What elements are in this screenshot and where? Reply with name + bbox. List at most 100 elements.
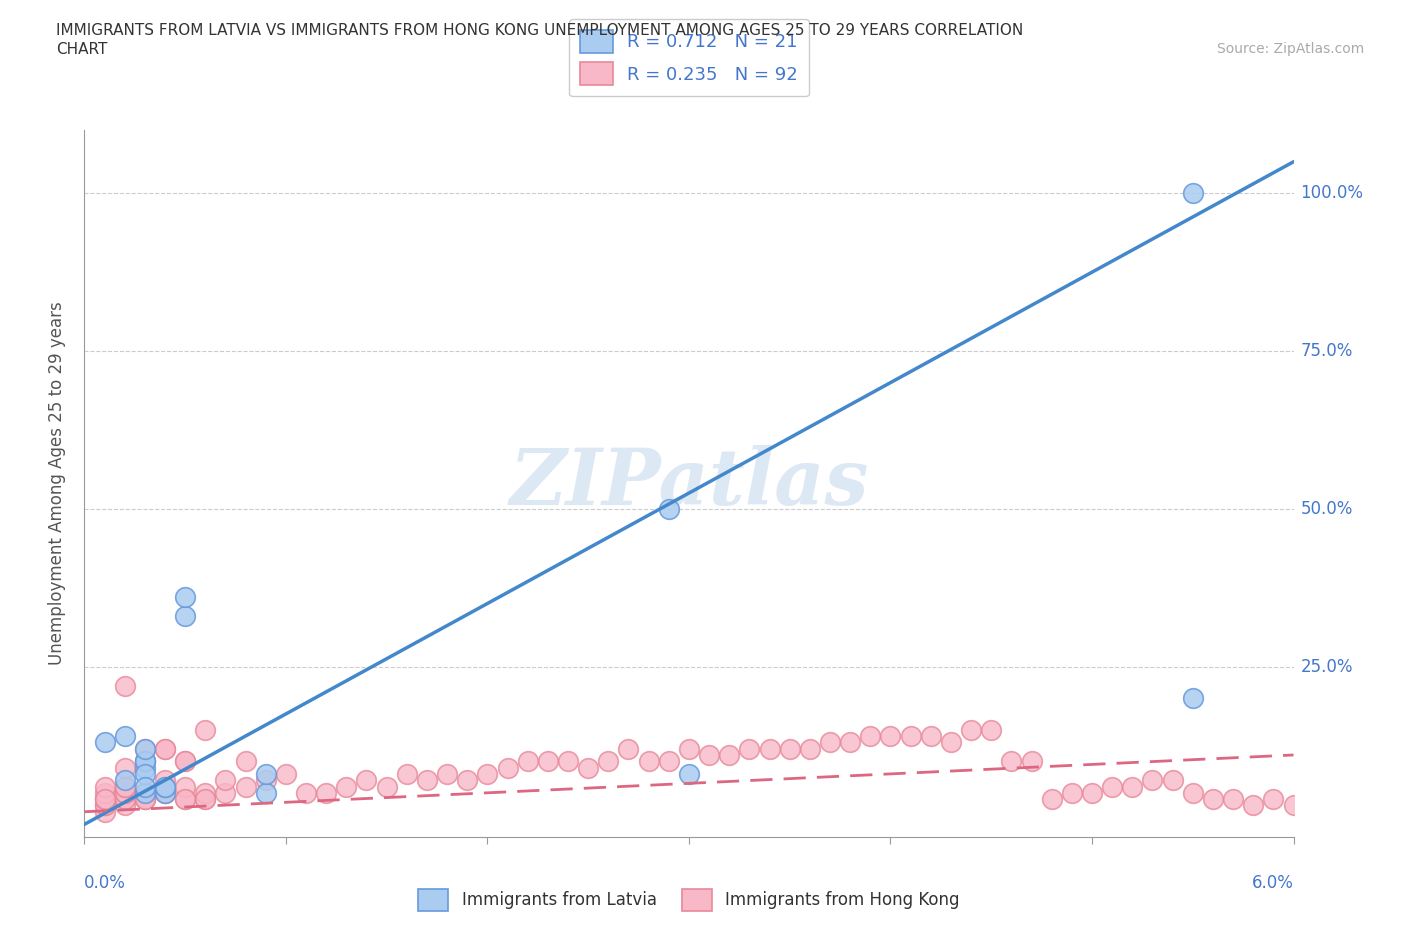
Point: [93, 791, 115, 806]
Point: [114, 798, 136, 813]
Point: [900, 728, 922, 743]
Text: 0.0%: 0.0%: [84, 874, 127, 892]
Point: [134, 741, 156, 756]
Text: CHART: CHART: [56, 42, 108, 57]
Point: [818, 735, 841, 750]
Point: [839, 735, 862, 750]
Point: [1000, 754, 1022, 769]
Point: [1181, 691, 1204, 706]
Point: [93, 779, 115, 794]
Point: [93, 735, 115, 750]
Point: [174, 754, 197, 769]
Point: [718, 748, 741, 763]
Text: Source: ZipAtlas.com: Source: ZipAtlas.com: [1216, 42, 1364, 56]
Point: [1222, 791, 1244, 806]
Point: [456, 773, 478, 788]
Point: [1060, 785, 1083, 800]
Point: [194, 785, 217, 800]
Point: [194, 723, 217, 737]
Point: [496, 760, 519, 775]
Point: [395, 766, 418, 781]
Point: [1021, 754, 1043, 769]
Point: [859, 728, 882, 743]
Point: [1263, 791, 1285, 806]
Point: [436, 766, 458, 781]
Point: [1202, 791, 1225, 806]
Point: [516, 754, 538, 769]
Point: [617, 741, 640, 756]
Point: [114, 779, 136, 794]
Point: [960, 723, 983, 737]
Point: [375, 779, 398, 794]
Point: [1241, 798, 1264, 813]
Text: ZIPatlas: ZIPatlas: [509, 445, 869, 522]
Point: [134, 791, 156, 806]
Text: IMMIGRANTS FROM LATVIA VS IMMIGRANTS FROM HONG KONG UNEMPLOYMENT AMONG AGES 25 T: IMMIGRANTS FROM LATVIA VS IMMIGRANTS FRO…: [56, 23, 1024, 38]
Point: [134, 741, 156, 756]
Point: [194, 791, 217, 806]
Point: [174, 791, 197, 806]
Point: [335, 779, 357, 794]
Point: [114, 779, 136, 794]
Point: [134, 754, 156, 769]
Point: [134, 754, 156, 769]
Point: [980, 723, 1002, 737]
Point: [153, 779, 176, 794]
Point: [114, 728, 136, 743]
Point: [134, 791, 156, 806]
Point: [678, 741, 700, 756]
Point: [920, 728, 942, 743]
Point: [658, 501, 681, 516]
Point: [153, 741, 176, 756]
Legend: Immigrants from Latvia, Immigrants from Hong Kong: Immigrants from Latvia, Immigrants from …: [408, 879, 970, 921]
Point: [254, 785, 277, 800]
Text: 50.0%: 50.0%: [1301, 499, 1353, 518]
Point: [254, 773, 277, 788]
Point: [1040, 791, 1063, 806]
Point: [114, 773, 136, 788]
Point: [153, 785, 176, 800]
Text: 6.0%: 6.0%: [1251, 874, 1294, 892]
Point: [295, 785, 318, 800]
Point: [134, 754, 156, 769]
Point: [214, 785, 236, 800]
Point: [697, 748, 720, 763]
Point: [114, 760, 136, 775]
Point: [114, 791, 136, 806]
Point: [879, 728, 901, 743]
Point: [315, 785, 337, 800]
Point: [134, 766, 156, 781]
Y-axis label: Unemployment Among Ages 25 to 29 years: Unemployment Among Ages 25 to 29 years: [48, 301, 66, 666]
Point: [93, 791, 115, 806]
Point: [93, 798, 115, 813]
Point: [153, 785, 176, 800]
Point: [114, 678, 136, 693]
Point: [1101, 779, 1123, 794]
Point: [153, 741, 176, 756]
Point: [1161, 773, 1184, 788]
Text: 100.0%: 100.0%: [1301, 184, 1364, 203]
Point: [658, 754, 681, 769]
Text: 75.0%: 75.0%: [1301, 342, 1353, 360]
Point: [1181, 785, 1204, 800]
Point: [235, 779, 257, 794]
Point: [416, 773, 439, 788]
Point: [576, 760, 599, 775]
Point: [153, 779, 176, 794]
Point: [1081, 785, 1104, 800]
Point: [174, 590, 197, 604]
Point: [678, 766, 700, 781]
Point: [134, 779, 156, 794]
Point: [174, 779, 197, 794]
Point: [235, 754, 257, 769]
Point: [537, 754, 560, 769]
Point: [738, 741, 761, 756]
Point: [153, 773, 176, 788]
Point: [799, 741, 821, 756]
Point: [779, 741, 801, 756]
Point: [1121, 779, 1143, 794]
Point: [598, 754, 620, 769]
Point: [93, 798, 115, 813]
Point: [93, 804, 115, 819]
Point: [134, 785, 156, 800]
